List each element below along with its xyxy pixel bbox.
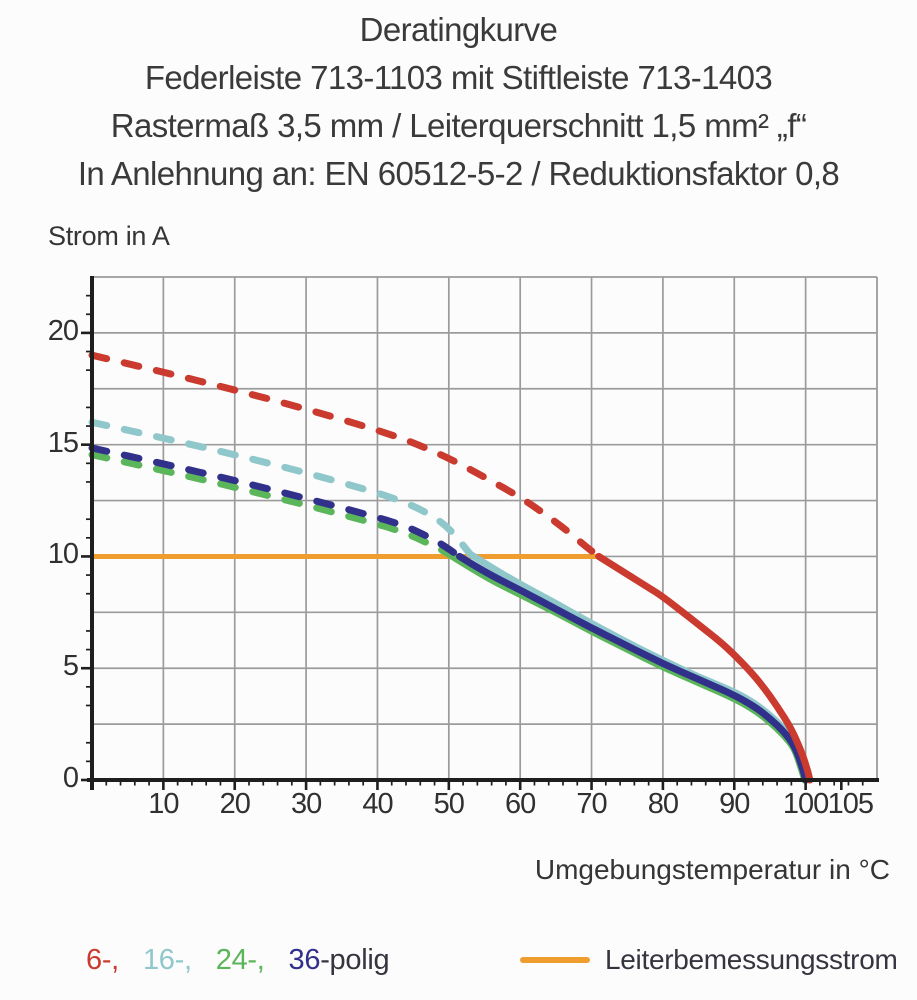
curve-dashed-16-polig xyxy=(88,418,474,558)
legend-pole-item-36: 36 xyxy=(288,944,321,976)
legend-pole-item-24: 24-, xyxy=(215,944,265,976)
rated-current-label: Leiterbemessungsstrom xyxy=(605,944,898,975)
chart-title-line-2: Federleiste 713-1103 mit Stiftleiste 713… xyxy=(144,59,773,96)
legend-pole-item-6: 6-, xyxy=(86,944,119,976)
curve-dashed-24-polig xyxy=(88,451,456,560)
legend-rated-current: Leiterbemessungsstrom xyxy=(520,944,898,976)
chart-title-line-3: Rastermaß 3,5 mm / Leiterquerschnitt 1,5… xyxy=(110,107,807,144)
legend-pole-suffix: -polig xyxy=(320,944,390,976)
chart-title-line-1: Deratingkurve xyxy=(359,11,558,48)
curve-dashed-36-polig xyxy=(88,444,463,560)
chart-title-block: Deratingkurve Federleiste 713-1103 mit S… xyxy=(0,6,917,198)
curve-dashed-6-polig xyxy=(88,351,603,560)
legend-pole-item-16: 16-, xyxy=(142,944,192,976)
y-axis-title: Strom in A xyxy=(48,221,170,251)
x-axis-title: Umgebungstemperatur in °C xyxy=(534,854,890,885)
chart-title-line-4: In Anlehnung an: EN 60512-5-2 / Reduktio… xyxy=(77,155,840,192)
legend-pole-counts: 6-, 16-, 24-, 36-polig xyxy=(86,944,390,977)
rated-current-line-swatch xyxy=(520,957,590,963)
curve-solid-36-polig xyxy=(456,552,810,784)
curve-solid-6-polig xyxy=(595,552,814,784)
